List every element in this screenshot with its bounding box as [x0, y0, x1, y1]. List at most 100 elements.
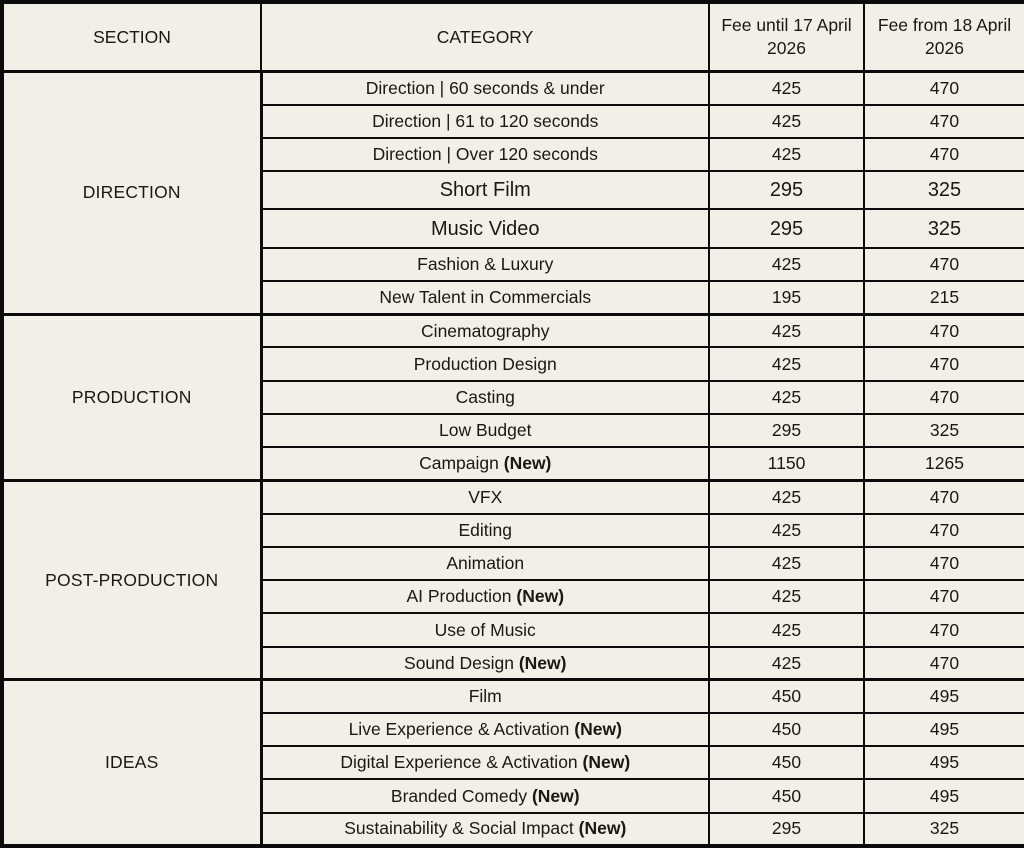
- header-category: CATEGORY: [260, 1, 710, 73]
- category-cell: Sound Design (New): [260, 645, 710, 681]
- category-cell: New Talent in Commercials: [260, 279, 710, 316]
- category-cell: Film: [260, 678, 710, 715]
- fee-until-cell: 450: [708, 712, 865, 748]
- fee-row: DIRECTION Direction | 60 seconds & under 4…: [0, 69, 1024, 316]
- fee-until-cell: 425: [708, 379, 865, 415]
- fee-from-cell: 470: [863, 512, 1024, 548]
- fee-row: Editing 425 470: [2, 512, 1024, 548]
- fee-from-cell: 325: [863, 811, 1024, 848]
- fee-from-cell: 495: [863, 678, 1024, 715]
- fee-row: Use of Music 425 470: [2, 612, 1024, 648]
- fee-from-cell: 495: [863, 778, 1024, 814]
- fee-from-cell: 470: [863, 69, 1024, 106]
- new-badge: (New): [516, 586, 565, 607]
- fee-from-cell: 495: [863, 745, 1024, 781]
- fee-until-cell: 425: [708, 103, 865, 139]
- new-badge: (New): [574, 719, 622, 740]
- category-cell: Direction | Over 120 seconds: [260, 136, 710, 173]
- fee-until-cell: 450: [708, 778, 865, 814]
- table-header: SECTION CATEGORY Fee until 17 April 2026…: [1, 1, 1024, 73]
- fee-until-cell: 425: [708, 645, 865, 681]
- fee-row: Production Design 425 470: [2, 346, 1024, 382]
- fee-until-cell: 295: [708, 412, 865, 449]
- category-cell: Campaign (New): [260, 446, 710, 482]
- new-badge: (New): [518, 652, 567, 673]
- fee-row: Music Video 295 325: [2, 208, 1024, 249]
- category-cell: Cinematography: [260, 312, 710, 349]
- fee-until-cell: 295: [708, 208, 865, 249]
- fee-from-cell: 325: [863, 208, 1024, 249]
- fee-until-cell: 425: [708, 246, 865, 282]
- section-cell: IDEAS: [0, 678, 263, 848]
- header-section: SECTION: [1, 1, 262, 73]
- fee-from-cell: 470: [863, 103, 1024, 139]
- fee-from-cell: 325: [863, 412, 1024, 449]
- fee-until-cell: 425: [708, 312, 865, 349]
- new-badge: (New): [582, 752, 631, 773]
- fee-from-cell: 470: [863, 645, 1024, 681]
- fee-row: POST-PRODUCTION VFX 425 470: [0, 478, 1024, 682]
- category-cell: Branded Comedy (New): [260, 778, 710, 814]
- fee-from-cell: 470: [863, 545, 1024, 582]
- fee-row: Low Budget 295 325: [2, 412, 1024, 449]
- category-cell: Short Film: [260, 170, 710, 211]
- fee-row: Sound Design (New) 425 470: [2, 645, 1024, 681]
- category-cell: Sustainability & Social Impact (New): [260, 811, 710, 848]
- fee-from-cell: 1265: [863, 446, 1024, 482]
- fee-row: Campaign (New) 1150 1265: [2, 446, 1024, 482]
- category-cell: Digital Experience & Activation (New): [260, 745, 710, 781]
- fee-until-cell: 1150: [708, 446, 865, 482]
- fee-until-cell: 425: [708, 545, 865, 582]
- fee-from-cell: 470: [863, 478, 1024, 515]
- category-cell: Fashion & Luxury: [260, 246, 710, 282]
- table-body: DIRECTION Direction | 60 seconds & under 4…: [0, 69, 1024, 848]
- category-cell: Live Experience & Activation (New): [260, 712, 710, 748]
- fee-from-cell: 470: [863, 136, 1024, 173]
- fee-row: IDEAS Film 450 495: [0, 678, 1024, 848]
- fee-from-cell: 325: [863, 170, 1024, 211]
- fee-row: Animation 425 470: [2, 545, 1024, 582]
- fee-until-cell: 425: [708, 346, 865, 382]
- fee-row: Direction | 61 to 120 seconds 425 470: [2, 103, 1024, 139]
- category-cell: Animation: [260, 545, 710, 582]
- fee-row: Digital Experience & Activation (New) 450…: [2, 745, 1024, 781]
- fee-row: Casting 425 470: [2, 379, 1024, 415]
- fee-row: Sustainability & Social Impact (New) 295 3…: [2, 811, 1024, 848]
- fee-row: PRODUCTION Cinematography 425 470: [0, 312, 1024, 482]
- category-cell: Music Video: [260, 208, 710, 249]
- fee-from-cell: 470: [863, 612, 1024, 648]
- fee-from-cell: 215: [863, 279, 1024, 316]
- new-badge: (New): [578, 818, 627, 839]
- section-cell: DIRECTION: [0, 70, 263, 316]
- fee-from-cell: 495: [863, 712, 1024, 748]
- fee-row: Branded Comedy (New) 450 495: [2, 778, 1024, 814]
- section-cell: PRODUCTION: [0, 312, 263, 482]
- fee-until-cell: 295: [708, 811, 865, 848]
- header-fee-until: Fee until 17 April 2026: [708, 1, 865, 73]
- fee-from-cell: 470: [863, 312, 1024, 349]
- fee-row: AI Production (New) 425 470: [2, 579, 1024, 615]
- category-cell: Production Design: [260, 346, 710, 382]
- category-cell: Low Budget: [260, 412, 710, 449]
- fee-row: Short Film 295 325: [2, 170, 1024, 211]
- fee-from-cell: 470: [863, 379, 1024, 415]
- fee-until-cell: 295: [708, 170, 865, 211]
- category-cell: Editing: [260, 512, 710, 548]
- new-badge: (New): [531, 785, 580, 806]
- section-cell: POST-PRODUCTION: [0, 478, 263, 682]
- fee-from-cell: 470: [863, 246, 1024, 282]
- fee-until-cell: 425: [708, 612, 865, 648]
- fee-from-cell: 470: [863, 346, 1024, 382]
- fee-row: Fashion & Luxury 425 470: [2, 246, 1024, 282]
- header-fee-from: Fee from 18 April 2026: [863, 1, 1024, 73]
- fee-from-cell: 470: [863, 579, 1024, 615]
- fee-until-cell: 450: [708, 745, 865, 781]
- fee-row: Live Experience & Activation (New) 450 495: [2, 712, 1024, 748]
- category-cell: Use of Music: [260, 612, 710, 648]
- fee-until-cell: 425: [708, 136, 865, 173]
- category-cell: Casting: [260, 379, 710, 415]
- fee-row: New Talent in Commercials 195 215: [2, 279, 1024, 316]
- fee-until-cell: 425: [708, 579, 865, 615]
- category-cell: VFX: [260, 478, 710, 515]
- category-cell: Direction | 60 seconds & under: [260, 69, 710, 106]
